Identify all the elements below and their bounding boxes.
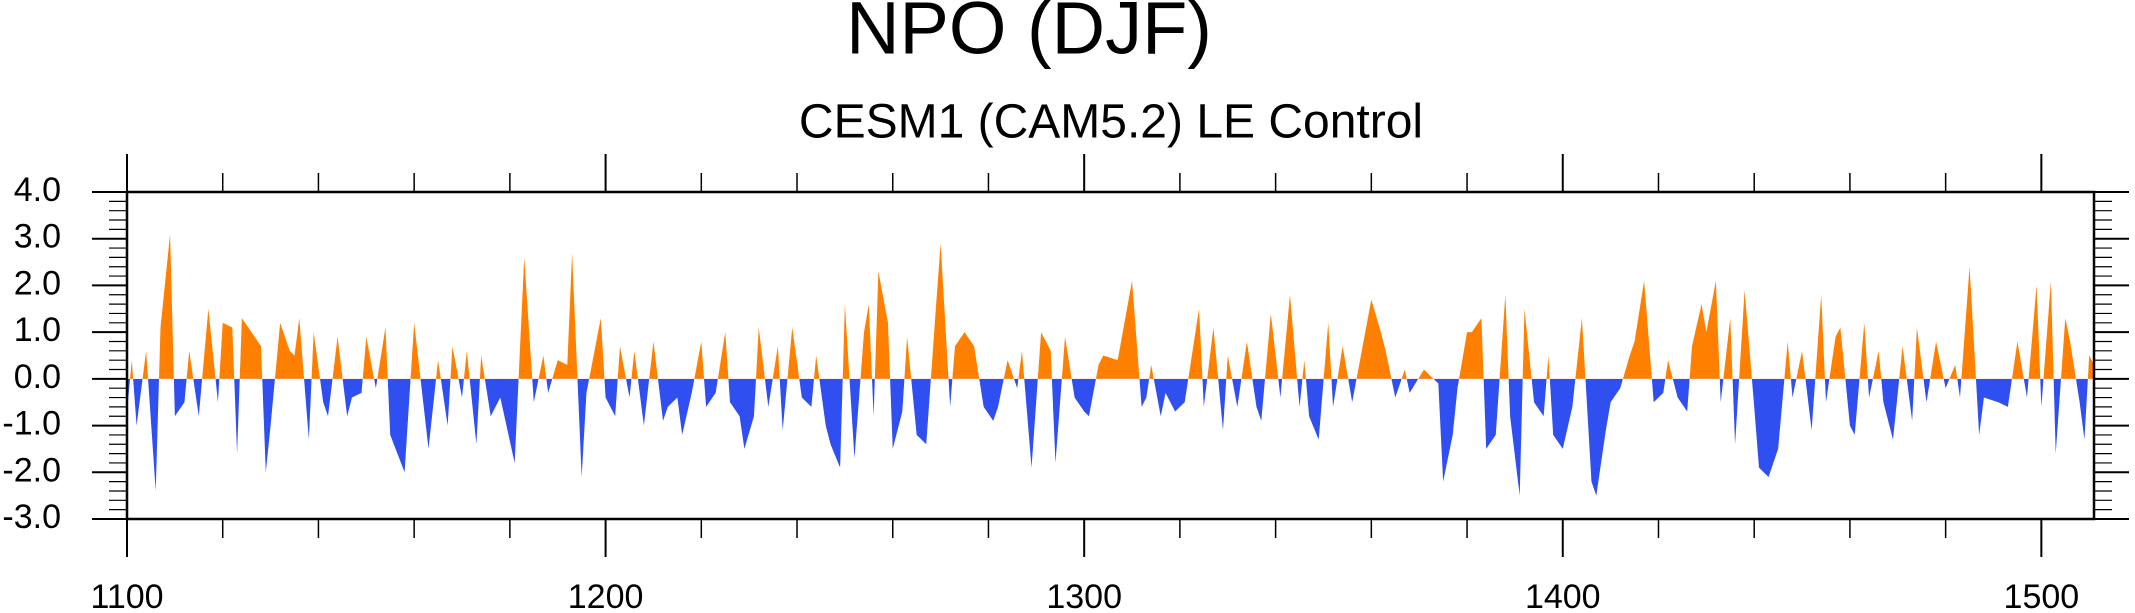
x-tick-label: 1300: [1046, 578, 1122, 613]
plot-frame: [125, 190, 2096, 521]
y-tick-label: 2.0: [14, 264, 61, 302]
x-tick-label: 1100: [90, 578, 163, 613]
x-tick-label: 1400: [1525, 578, 1601, 613]
negative-area: [127, 378, 2088, 496]
y-tick-label: 4.0: [14, 171, 61, 209]
chart-subtitle: CESM1 (CAM5.2) LE Control: [799, 96, 1423, 149]
y-tick-label: -1.0: [2, 405, 61, 443]
y-tick-label: -2.0: [2, 451, 61, 489]
positive-area: [127, 234, 2094, 379]
y-tick-label: -3.0: [2, 498, 61, 536]
x-tick-label: 1200: [568, 578, 644, 613]
y-tick-label: 1.0: [14, 311, 61, 349]
y-tick-label: 3.0: [14, 218, 61, 256]
chart-title: NPO (DJF): [846, 0, 1212, 70]
x-tick-label: 1500: [2004, 578, 2080, 613]
y-tick-label: 0.0: [14, 358, 61, 396]
